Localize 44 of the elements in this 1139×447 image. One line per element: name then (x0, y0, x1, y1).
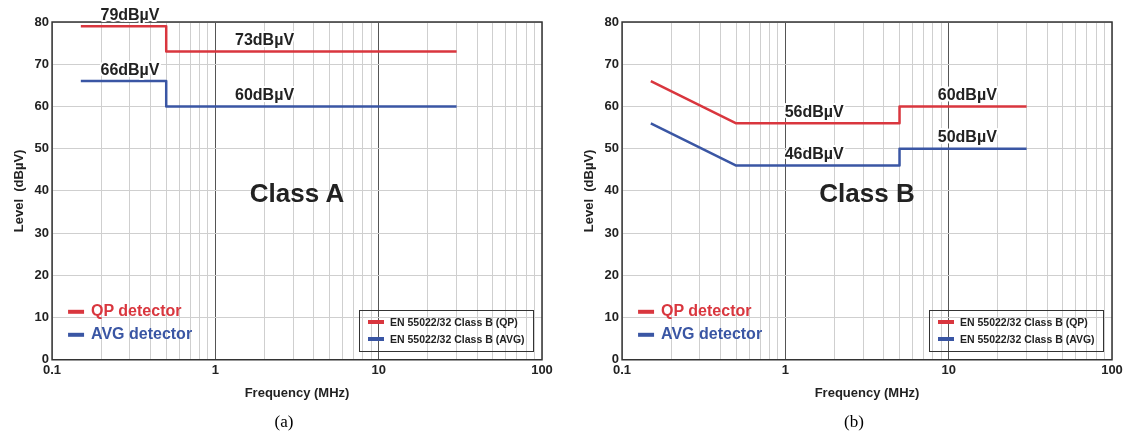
y-tick-label: 20 (34, 266, 50, 282)
legend-label: QP detector (661, 302, 752, 320)
x-tick-label: 1 (211, 362, 219, 378)
y-tick-label: 70 (34, 55, 50, 71)
y-tick-label: 40 (604, 182, 620, 198)
x-tick-label: 100 (1101, 362, 1123, 378)
x-tick-label: 0.1 (613, 362, 632, 378)
annotation: Class A (249, 178, 345, 209)
annotation: EN 55022/32 Class B (AVG) (960, 333, 1095, 346)
annotation: 66dBµV (100, 60, 160, 78)
y-axis-title: Level (dBµV) (11, 149, 27, 233)
y-tick-label: 40 (34, 182, 50, 198)
y-tick-label: 10 (604, 309, 620, 325)
annotation: EN 55022/32 Class B (QP) (390, 316, 518, 329)
x-tick-label: 100 (531, 362, 553, 378)
annotation: 79dBµV (100, 5, 160, 23)
x-tick-label: 0.1 (43, 362, 62, 378)
y-tick-label: 20 (604, 266, 620, 282)
annotation: Class B (819, 178, 915, 209)
annotation: EN 55022/32 Class B (AVG) (390, 333, 525, 346)
x-tick-label: 10 (371, 362, 386, 378)
y-tick-label: 80 (34, 13, 50, 29)
y-tick-label: 50 (34, 140, 50, 156)
annotation: EN 55022/32 Class B (QP) (960, 316, 1088, 329)
legend-label: QP detector (91, 302, 182, 320)
y-tick-label: 60 (604, 98, 620, 114)
legend-label: AVG detector (91, 325, 193, 343)
y-axis-title: Level (dBµV) (581, 149, 597, 233)
y-tick-label: 80 (604, 13, 620, 29)
y-tick-label: 50 (604, 140, 620, 156)
annotation: 60dBµV (235, 85, 295, 103)
x-axis-title: Frequency (MHz) (814, 384, 920, 400)
y-tick-label: 30 (34, 224, 50, 240)
text: (b) (843, 411, 865, 433)
legend-label: AVG detector (661, 325, 763, 343)
y-tick-label: 70 (604, 55, 620, 71)
annotation: 73dBµV (235, 30, 295, 48)
y-tick-label: 30 (604, 224, 620, 240)
x-tick-label: 1 (781, 362, 789, 378)
x-axis-title: Frequency (MHz) (244, 384, 350, 400)
x-tick-label: 10 (941, 362, 956, 378)
y-tick-label: 10 (34, 309, 50, 325)
y-tick-label: 60 (34, 98, 50, 114)
text: (a) (273, 411, 295, 433)
